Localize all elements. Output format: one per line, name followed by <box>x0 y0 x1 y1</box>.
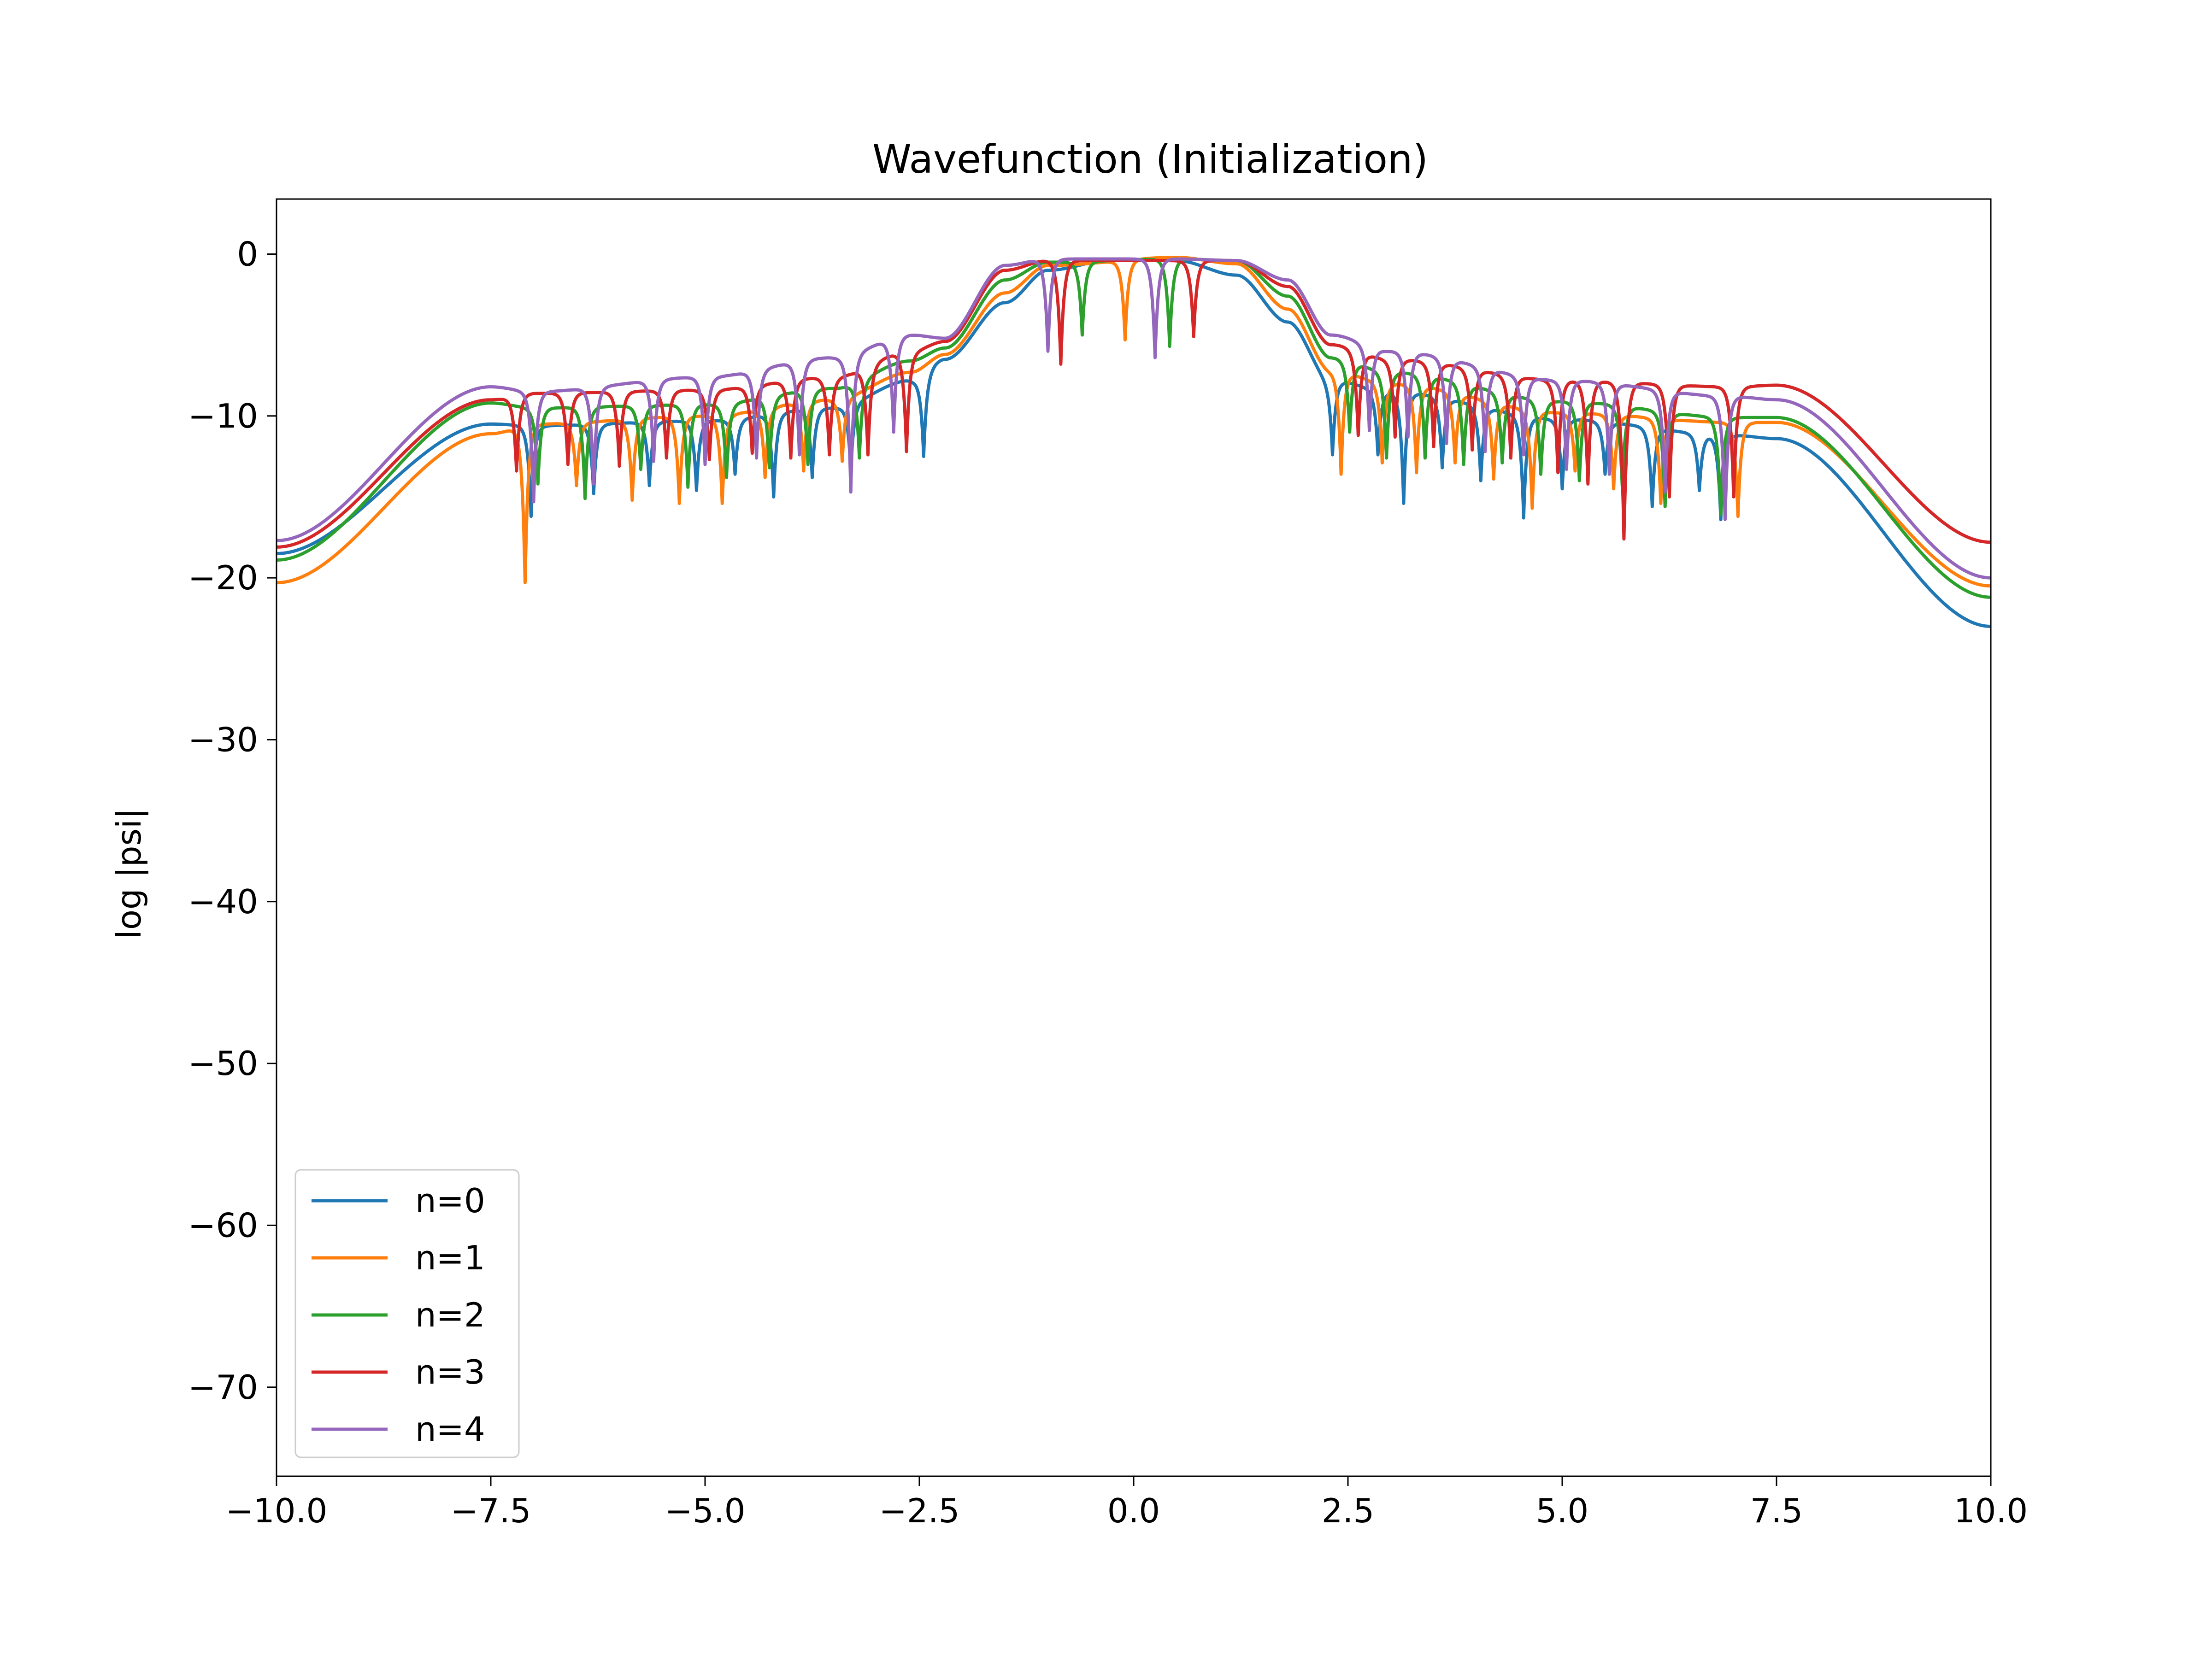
x-tick-label: 10.0 <box>1954 1491 2028 1530</box>
y-tick-label: 0 <box>237 235 258 273</box>
x-tick-label: 5.0 <box>1536 1491 1589 1530</box>
x-tick-label: −2.5 <box>879 1491 960 1530</box>
legend: n=0 n=1 n=2 n=3 n=4 <box>294 1169 520 1458</box>
y-tick-label: −20 <box>188 558 258 597</box>
y-axis-label: log |psi| <box>110 808 149 939</box>
legend-label-2: n=2 <box>415 1296 485 1334</box>
y-tick-label: −30 <box>188 720 258 759</box>
x-tick-label: 0.0 <box>1107 1491 1160 1530</box>
y-axis: 0 −10 −20 −30 −40 −50 −60 −70 <box>188 235 276 1407</box>
x-tick-label: 2.5 <box>1322 1491 1375 1530</box>
series-line-4 <box>276 257 1991 580</box>
legend-label-4: n=4 <box>415 1410 485 1449</box>
x-axis: −10.0 −7.5 −5.0 −2.5 0.0 2.5 5.0 7.5 10.0 <box>226 1476 2028 1530</box>
y-tick-label: −60 <box>188 1206 258 1244</box>
x-tick-label: 7.5 <box>1750 1491 1803 1530</box>
x-tick-label: −5.0 <box>665 1491 746 1530</box>
series-layer <box>276 256 1991 628</box>
series-line-1 <box>276 256 1991 588</box>
legend-label-0: n=0 <box>415 1181 485 1220</box>
y-tick-label: −10 <box>188 397 258 435</box>
y-tick-label: −50 <box>188 1044 258 1083</box>
legend-label-1: n=1 <box>415 1238 485 1277</box>
legend-label-3: n=3 <box>415 1353 485 1391</box>
y-tick-label: −40 <box>188 882 258 921</box>
x-tick-label: −10.0 <box>226 1491 328 1530</box>
y-tick-label: −70 <box>188 1368 258 1407</box>
chart-title: Wavefunction (Initialization) <box>872 136 1428 182</box>
legend-box <box>294 1169 520 1458</box>
x-tick-label: −7.5 <box>451 1491 531 1530</box>
